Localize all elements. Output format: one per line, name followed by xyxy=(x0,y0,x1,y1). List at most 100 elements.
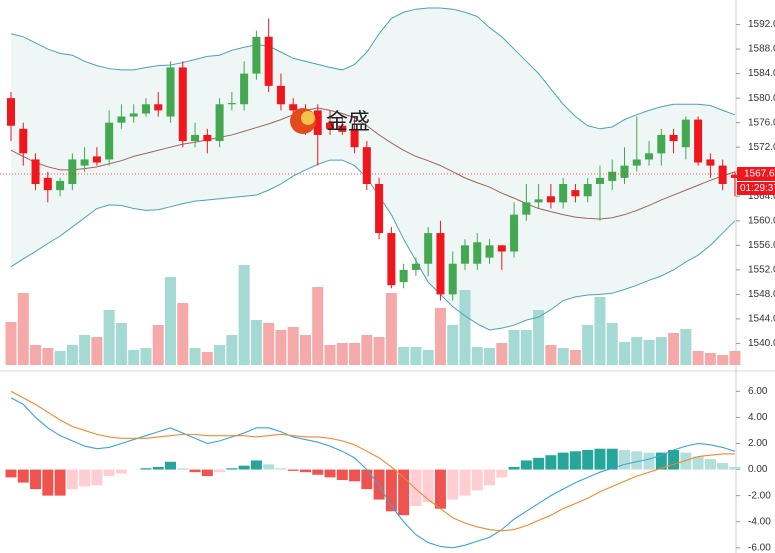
volume-bar xyxy=(287,327,299,365)
histogram-bar xyxy=(238,465,250,470)
candle-body xyxy=(399,269,408,283)
y-tick-label: 1544.00 xyxy=(748,314,775,325)
candle-body xyxy=(166,67,175,117)
histogram-bar xyxy=(631,451,643,470)
histogram-bar xyxy=(471,469,483,491)
histogram-bar xyxy=(275,468,287,470)
candle-body xyxy=(645,153,654,160)
candle-body xyxy=(497,245,506,252)
histogram-bar xyxy=(165,461,177,470)
y-tick-label: 1548.00 xyxy=(748,289,775,300)
volume-bar xyxy=(447,325,459,365)
candle-body xyxy=(191,134,200,142)
volume-bar xyxy=(422,350,434,365)
volume-bar xyxy=(606,323,618,365)
volume-bar xyxy=(263,323,275,365)
histogram-bar xyxy=(349,469,361,482)
y-tick-label: 1564.00 xyxy=(748,191,775,202)
volume-bar xyxy=(152,325,164,365)
volume-bar xyxy=(619,342,630,365)
countdown-box xyxy=(737,182,775,196)
volume-bar xyxy=(312,287,324,365)
histogram-bar xyxy=(263,464,275,470)
candle-body xyxy=(252,36,261,74)
band-fill xyxy=(11,7,735,330)
candle-body xyxy=(510,214,519,252)
band-middle xyxy=(10,107,736,220)
candle-body xyxy=(387,233,396,286)
y-tick-label: 1572.00 xyxy=(748,142,775,153)
volume-bar xyxy=(496,343,508,365)
histogram-bar xyxy=(214,469,226,473)
histogram-bar xyxy=(287,469,299,471)
volume-bar xyxy=(398,347,410,365)
candle-body xyxy=(546,196,555,203)
candle-body xyxy=(485,245,494,258)
volume-bar xyxy=(668,333,680,365)
volume-bar xyxy=(91,337,103,365)
volume-bar xyxy=(177,303,189,365)
histogram-bar xyxy=(619,450,630,470)
watermark: 金盛 xyxy=(290,108,370,134)
histogram-bar xyxy=(594,448,606,470)
volume-bar xyxy=(594,297,606,365)
histogram-bar xyxy=(434,469,446,509)
y-tick-label: 1592.00 xyxy=(748,19,775,30)
candle-body xyxy=(68,159,77,184)
candle-body xyxy=(117,116,126,123)
volume-bar xyxy=(520,330,532,365)
y-tick-label: 1580.00 xyxy=(748,93,775,104)
histogram-bar xyxy=(692,456,704,470)
candle-body xyxy=(436,233,445,295)
signal-line xyxy=(10,390,735,532)
histogram-bar xyxy=(91,469,103,486)
histogram-bar xyxy=(66,469,78,490)
histogram-bar xyxy=(30,469,42,490)
y-tick-label: 4.00 xyxy=(748,412,768,423)
candle-body xyxy=(264,36,273,86)
band-lower xyxy=(10,159,736,331)
volume-bar xyxy=(545,345,557,365)
volume-bar xyxy=(54,351,66,365)
candle-body xyxy=(571,190,580,197)
volume-bar xyxy=(275,330,287,365)
volume-bar xyxy=(42,348,54,365)
last-price-label: 1567.63 xyxy=(744,169,775,180)
y-tick-label: 1576.00 xyxy=(748,117,775,128)
volume-bar xyxy=(434,308,446,365)
candle-body xyxy=(276,85,285,105)
histogram-bar xyxy=(533,457,545,470)
y-tick-label: -2.00 xyxy=(748,490,771,501)
volume-bar xyxy=(336,343,348,365)
candle-body xyxy=(669,134,678,142)
candle-body xyxy=(608,171,617,181)
histogram-bar xyxy=(201,469,213,477)
volume-bar xyxy=(361,335,373,365)
candle-body xyxy=(313,110,322,135)
volume-bar xyxy=(643,340,655,365)
histogram-bar xyxy=(484,469,496,486)
candle-body xyxy=(31,159,40,184)
histogram-bar xyxy=(250,460,262,470)
candle-body xyxy=(595,177,604,184)
histogram-bar xyxy=(717,463,729,470)
volume-bar xyxy=(582,325,594,365)
histogram-bar xyxy=(226,468,238,470)
volume-bar xyxy=(692,351,704,365)
candle-body xyxy=(215,104,224,142)
candle-body xyxy=(730,174,739,178)
y-tick-label: 2.00 xyxy=(748,438,768,449)
y-tick-label: 1552.00 xyxy=(748,265,775,276)
volume-bar xyxy=(729,351,741,365)
candle-body xyxy=(460,245,469,264)
watermark-logo-inner xyxy=(301,111,315,125)
volume-bar xyxy=(484,348,496,365)
last-price-box xyxy=(737,167,775,182)
volume-bar xyxy=(533,310,545,365)
volume-bar xyxy=(385,293,397,365)
candle-body xyxy=(43,177,52,191)
histogram-bar xyxy=(336,469,348,480)
y-tick-label: -4.00 xyxy=(748,516,771,527)
volume-bar xyxy=(704,353,716,365)
volume-bar xyxy=(103,310,115,365)
